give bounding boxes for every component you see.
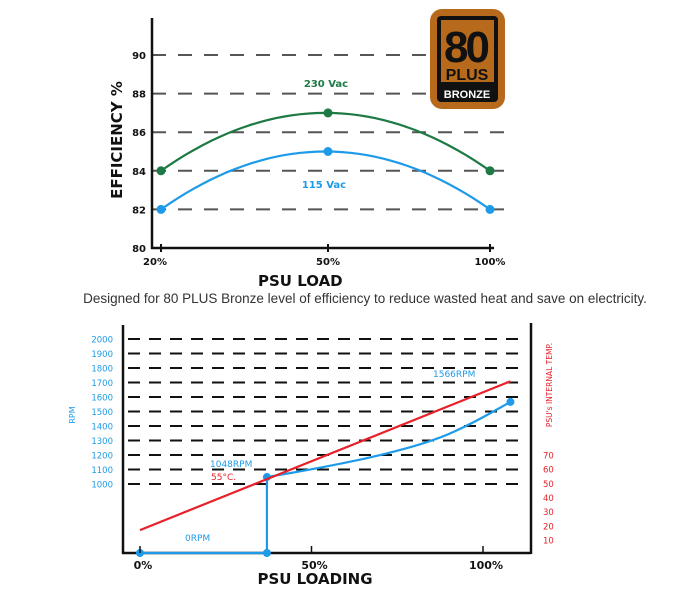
badge-number: 80 [444, 23, 490, 72]
rpm-tick-label: 1300 [91, 437, 113, 447]
x-tick-label: 50% [316, 257, 340, 268]
temp-tick-label: 60 [543, 466, 554, 476]
fan-temp-chart: 2000 1900 1800 1700 1600 1500 1400 1300 1200 1100… [68, 323, 554, 588]
efficiency-x-label: PSU LOAD [258, 272, 343, 290]
temp-tick-label: 10 [543, 537, 554, 547]
rpm-tick-label: 1900 [91, 350, 113, 360]
rpm-tick-label: 1000 [91, 481, 113, 491]
efficiency-y-label: EFFICIENCY % [108, 81, 126, 199]
temp-y-label: PSU's INTERNAL TEMP. [545, 343, 554, 427]
x-tick-label: 0% [134, 559, 153, 572]
temp-line [139, 380, 511, 532]
annotation-0rpm: 0RPM [185, 534, 210, 544]
rpm-tick-label: 2000 [91, 336, 113, 346]
data-point [156, 166, 166, 176]
loading-x-label: PSU LOADING [257, 570, 372, 588]
y-tick-label: 84 [132, 167, 146, 178]
y-tick-label: 86 [132, 128, 146, 139]
y-tick-label: 82 [132, 205, 146, 216]
temp-tick-label: 30 [543, 508, 554, 518]
x-tick-label: 50% [301, 559, 327, 572]
caption: Designed for 80 PLUS Bronze level of eff… [83, 291, 647, 306]
data-point [323, 147, 333, 156]
rpm-tick-label: 1100 [91, 466, 113, 476]
data-point [323, 108, 333, 118]
x-tick-label: 20% [143, 257, 167, 268]
data-point [156, 204, 166, 214]
temp-tick-label: 70 [543, 451, 554, 461]
efficiency-chart: 80 82 84 86 88 90 20% 50% 100% PSU LOAD EFFICIEN… [108, 9, 505, 290]
legend-230vac: 230 Vac [304, 79, 348, 90]
annotation-55c: 55°C. [211, 473, 236, 483]
80-plus-bronze-badge: 80 PLUS BRONZE [430, 9, 505, 109]
rpm-tick-label: 1500 [91, 408, 113, 418]
rpm-y-label: RPM [68, 406, 77, 423]
rpm-tick-label: 1700 [91, 379, 113, 389]
rpm-tick-label: 1400 [91, 423, 113, 433]
temp-tick-label: 40 [543, 494, 554, 504]
y-tick-label: 88 [132, 90, 146, 101]
series-line-230vac [160, 111, 491, 172]
annotation-1048rpm: 1048RPM [210, 460, 252, 470]
legend-115vac: 115 Vac [302, 180, 346, 191]
rpm-line [140, 400, 511, 555]
data-point [262, 549, 271, 557]
annotation-1566rpm: 1566RPM [433, 370, 475, 380]
temp-tick-label: 20 [543, 522, 554, 532]
rpm-tick-label: 1800 [91, 365, 113, 375]
data-point [485, 204, 495, 214]
rpm-tick-label: 1600 [91, 394, 113, 404]
data-point [506, 397, 515, 406]
x-tick-label: 100% [475, 257, 506, 268]
badge-plus: PLUS [446, 67, 489, 84]
temp-tick-label: 50 [543, 480, 554, 490]
y-tick-label: 90 [132, 51, 146, 62]
badge-level: BRONZE [444, 89, 490, 101]
y-tick-label: 80 [132, 244, 146, 255]
data-point [485, 166, 495, 176]
rpm-tick-label: 1200 [91, 452, 113, 462]
x-tick-label: 100% [469, 559, 503, 572]
